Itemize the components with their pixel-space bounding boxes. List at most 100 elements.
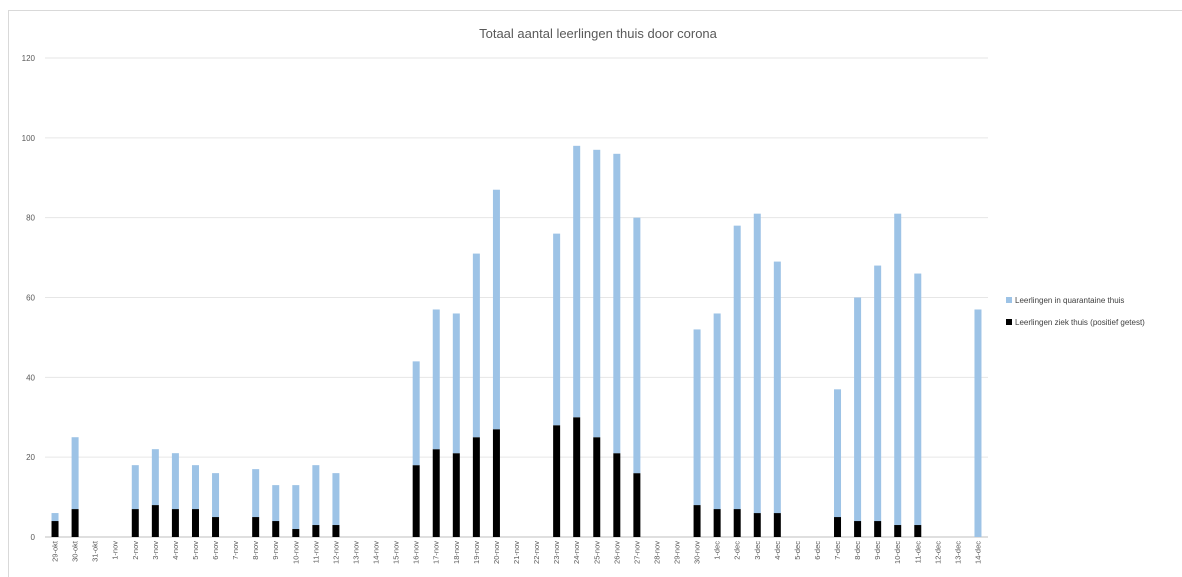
x-tick-label: 21-nov <box>512 541 521 564</box>
x-tick-label: 5-dec <box>793 541 802 560</box>
bar-segment-0-5-nov <box>191 509 199 537</box>
x-tick-label: 23-nov <box>552 541 561 564</box>
x-tick-label: 2-dec <box>733 541 742 560</box>
x-tick-label: 10-nov <box>291 541 300 564</box>
x-tick-label: 19-nov <box>472 541 481 564</box>
x-tick-label: 20-nov <box>492 541 501 564</box>
bar-segment-1-19-nov <box>472 253 480 438</box>
x-tick-label: 14-dec <box>973 541 982 564</box>
x-tick-label: 9-nov <box>271 541 280 560</box>
y-tick-label: 20 <box>26 453 35 462</box>
bar-segment-0-2-dec <box>733 509 741 537</box>
bar-segment-0-25-nov <box>593 437 601 537</box>
legend: Leerlingen in quarantaine thuis Leerlinge… <box>1006 296 1145 327</box>
legend-label-1: Leerlingen in quarantaine thuis <box>1015 296 1124 305</box>
bar-segment-1-7-dec <box>834 389 842 518</box>
x-tick-label: 1-nov <box>111 541 120 560</box>
x-tick-label: 2-nov <box>131 541 140 560</box>
bar-segment-0-3-nov <box>151 505 159 537</box>
x-tick-label: 29-nov <box>673 541 682 564</box>
bar-segment-1-3-nov <box>151 449 159 506</box>
bar-segment-0-11-dec <box>914 525 922 537</box>
bar-segment-0-1-dec <box>713 509 721 537</box>
bar-segment-0-18-nov <box>452 453 460 537</box>
chart-title: Totaal aantal leerlingen thuis door coro… <box>479 26 718 41</box>
bar-segment-0-4-nov <box>171 509 179 537</box>
x-tick-label: 6-dec <box>813 541 822 560</box>
x-tick-label: 11-dec <box>913 541 922 564</box>
x-tick-label: 12-nov <box>331 541 340 564</box>
x-tick-label: 7-dec <box>833 541 842 560</box>
x-tick-label: 12-dec <box>933 541 942 564</box>
bar-segment-1-3-dec <box>753 213 761 514</box>
bar-segment-0-4-dec <box>773 513 781 537</box>
bar-segment-1-26-nov <box>613 153 621 454</box>
chart-frame <box>8 10 1182 577</box>
y-tick-label: 80 <box>26 214 35 223</box>
legend-label-0: Leerlingen ziek thuis (positief getest) <box>1015 318 1145 327</box>
bar-segment-0-3-dec <box>753 513 761 537</box>
bar-segment-0-17-nov <box>432 449 440 537</box>
bar-segment-1-12-nov <box>332 473 340 526</box>
x-tick-label: 3-dec <box>753 541 762 560</box>
y-tick-label: 60 <box>26 294 35 303</box>
x-tick-label: 18-nov <box>452 541 461 564</box>
bar-segment-1-30-okt <box>71 437 79 510</box>
x-tick-label: 1-dec <box>713 541 722 560</box>
bar-segment-0-7-dec <box>834 517 842 537</box>
bar-segment-1-2-dec <box>733 225 741 510</box>
x-tick-label: 14-nov <box>372 541 381 564</box>
y-tick-label: 120 <box>22 54 36 63</box>
bar-segment-1-11-nov <box>312 465 320 526</box>
bar-segment-1-25-nov <box>593 149 601 438</box>
bar-segment-1-18-nov <box>452 313 460 454</box>
bar-segment-1-5-nov <box>191 465 199 510</box>
bar-segment-0-8-nov <box>252 517 260 537</box>
bar-segment-0-27-nov <box>633 473 641 537</box>
bar-segment-0-12-nov <box>332 525 340 537</box>
x-tick-label: 15-nov <box>392 541 401 564</box>
bar-segment-0-19-nov <box>472 437 480 537</box>
x-tick-label: 6-nov <box>211 541 220 560</box>
bar-segment-0-10-nov <box>292 529 300 537</box>
legend-swatch-0 <box>1006 319 1012 325</box>
bar-segment-1-20-nov <box>492 189 500 430</box>
bar-segment-1-11-dec <box>914 273 922 526</box>
bar-segment-1-30-nov <box>693 329 701 506</box>
gridlines <box>45 57 988 538</box>
bar-segment-0-23-nov <box>553 425 561 537</box>
bar-segment-0-9-nov <box>272 521 280 537</box>
bar-segment-1-8-nov <box>252 469 260 518</box>
x-tick-label: 25-nov <box>592 541 601 564</box>
x-tick-label: 17-nov <box>432 541 441 564</box>
bar-segment-1-8-dec <box>854 297 862 522</box>
x-tick-label: 13-dec <box>953 541 962 564</box>
bar-segment-0-2-nov <box>131 509 139 537</box>
x-tick-label: 7-nov <box>231 541 240 560</box>
bar-segment-0-30-okt <box>71 509 79 537</box>
x-tick-label: 31-okt <box>91 540 100 562</box>
bar-segment-1-16-nov <box>412 361 420 466</box>
x-tick-label: 24-nov <box>572 541 581 564</box>
bar-segment-0-6-nov <box>212 517 220 537</box>
x-tick-label: 5-nov <box>191 541 200 560</box>
bar-segment-1-14-dec <box>974 309 982 537</box>
x-tick-label: 22-nov <box>532 541 541 564</box>
bar-segment-1-9-nov <box>272 485 280 522</box>
bar-segment-1-1-dec <box>713 313 721 510</box>
x-tick-label: 9-dec <box>873 541 882 560</box>
bar-segment-1-4-nov <box>171 453 179 510</box>
bar-segment-1-4-dec <box>773 261 781 514</box>
x-tick-label: 13-nov <box>351 541 360 564</box>
x-tick-label: 4-nov <box>171 541 180 560</box>
x-tick-label: 10-dec <box>893 541 902 564</box>
bar-segment-0-29-okt <box>51 521 59 537</box>
x-axis-ticks: 29-okt 30-okt 31-okt 1-nov 2-nov 3-nov 4-nov 5-… <box>51 540 983 564</box>
legend-swatch-1 <box>1006 297 1012 303</box>
bar-segment-1-24-nov <box>573 145 581 418</box>
y-tick-label: 40 <box>26 373 35 382</box>
bar-segment-1-2-nov <box>131 465 139 510</box>
y-tick-label: 100 <box>22 134 36 143</box>
bar-segment-0-8-dec <box>854 521 862 537</box>
